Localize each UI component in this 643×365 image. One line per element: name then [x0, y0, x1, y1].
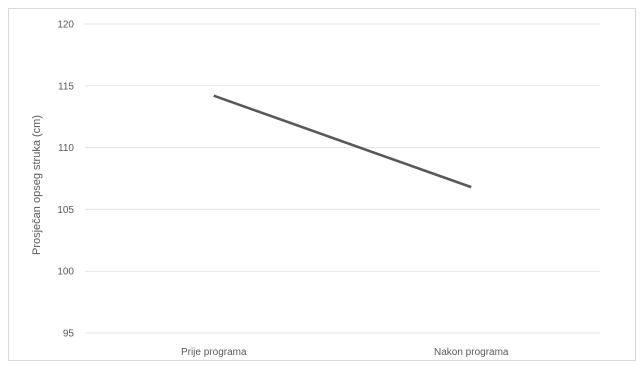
- y-tick-label: 100: [57, 267, 74, 278]
- x-axis-category-labels: Prije programa Nakon programa: [181, 347, 509, 358]
- series-layer: [213, 94, 472, 189]
- gridlines: [85, 23, 600, 334]
- y-tick-label: 115: [58, 81, 74, 92]
- y-tick-label: 120: [57, 20, 74, 31]
- y-tick-label: 95: [63, 329, 75, 340]
- chart-area: [8, 8, 636, 361]
- x-category-label: Prije programa: [181, 347, 247, 358]
- series-line: [213, 94, 472, 189]
- y-tick-label: 105: [57, 205, 74, 216]
- y-tick-label: 110: [58, 143, 74, 154]
- x-category-label: Nakon programa: [434, 347, 509, 358]
- y-axis-tick-labels: 95 100 105 110 115 120: [57, 20, 74, 340]
- y-axis-title: Prosječan opseg struka (cm): [31, 115, 43, 255]
